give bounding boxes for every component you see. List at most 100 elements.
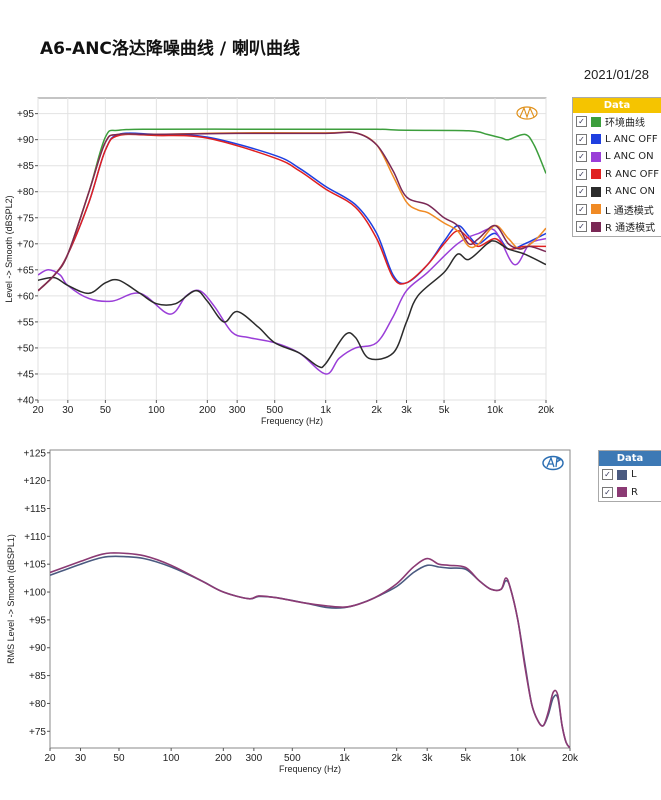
x-axis-label: Frequency (Hz) [261,416,323,426]
y-tick-label: +80 [29,699,46,710]
legend-item[interactable]: ✓ L ANC ON [573,148,661,166]
x-tick-label: 5k [439,405,451,416]
x-tick-label: 50 [100,405,112,416]
x-tick-label: 50 [113,753,125,764]
legend-title: Data [573,98,661,113]
plot-area [49,449,571,749]
y-tick-label: +70 [17,239,34,250]
legend-item[interactable]: ✓ L ANC OFF [573,131,661,149]
x-tick-label: 10k [487,405,504,416]
y-tick-label: +90 [17,135,34,146]
legend-label: R ANC ON [605,186,655,198]
ap-logo [542,455,564,471]
legend-item[interactable]: ✓ R [599,484,661,502]
legend-checkbox[interactable]: ✓ [576,186,587,198]
x-tick-label: 5k [460,753,472,764]
y-tick-label: +105 [23,560,46,571]
y-tick-label: +110 [24,532,46,543]
y-tick-label: +80 [17,187,34,198]
legend-checkbox[interactable]: ✓ [576,221,587,233]
y-tick-label: +65 [17,265,34,276]
x-tick-label: 300 [229,405,246,416]
x-tick-label: 3k [401,405,413,416]
x-tick-label: 20k [538,405,555,416]
legend-checkbox[interactable]: ✓ [576,151,587,163]
legend-swatch [591,186,601,197]
y-tick-label: +100 [23,588,46,599]
x-tick-label: 20k [562,753,579,764]
page-title: A6-ANC洛达降噪曲线 / 喇叭曲线 [40,39,300,59]
legend-label: L [631,469,637,481]
x-tick-label: 100 [148,405,165,416]
legend-anc: Data ✓ 环境曲线 ✓ L ANC OFF ✓ L ANC ON ✓ R ANC OFF ✓… [572,97,661,237]
legend-item[interactable]: ✓ R ANC ON [573,183,661,201]
legend-label: R [631,486,638,498]
legend-item[interactable]: ✓ 环境曲线 [573,113,661,131]
legend-title: Data [599,451,661,466]
series-line-7 [38,131,546,292]
y-tick-label: +85 [17,161,34,172]
x-tick-label: 300 [246,753,263,764]
x-tick-label: 1k [339,753,351,764]
y-tick-label: +95 [29,615,46,626]
series-line-2 [50,552,570,748]
y-tick-label: +75 [29,727,46,738]
legend-item[interactable]: ✓ R ANC OFF [573,166,661,184]
series-group [50,552,570,748]
x-tick-label: 30 [75,753,87,764]
x-tick-label: 500 [266,405,283,416]
x-tick-label: 1k [320,405,332,416]
x-tick-label: 200 [215,753,232,764]
legend-label: R ANC OFF [605,168,659,180]
y-tick-label: +75 [17,213,34,224]
y-tick-label: +120 [23,476,46,487]
x-tick-label: 30 [62,405,74,416]
y-tick-label: +90 [29,643,46,654]
series-group [38,128,546,375]
series-line-5 [38,240,546,369]
y-tick-label: +95 [17,109,34,120]
y-tick-label: +55 [17,317,34,328]
chart-date: 2021/01/28 [583,67,649,82]
y-tick-label: +85 [29,671,46,682]
legend-swatch [617,469,627,480]
legend-item[interactable]: ✓ R 通透模式 [573,218,661,236]
legend-checkbox[interactable]: ✓ [602,469,613,481]
legend-swatch [591,151,601,162]
y-tick-label: +50 [17,343,34,354]
legend-swatch [591,116,601,127]
legend-label: L ANC ON [605,151,654,163]
x-tick-label: 2k [391,753,403,764]
legend-speaker: Data ✓ L ✓ R [598,450,661,502]
y-tick-label: +45 [17,369,34,380]
y-tick-label: +40 [17,396,34,407]
y-tick-label: +60 [17,291,34,302]
plot-area [37,97,547,401]
dlk-logo [516,106,538,120]
legend-label: 环境曲线 [605,118,645,130]
y-tick-label: +125 [23,448,46,459]
legend-checkbox[interactable]: ✓ [576,168,587,180]
legend-label: R 通透模式 [605,223,656,235]
y-tick-label: +115 [24,504,46,515]
legend-checkbox[interactable]: ✓ [576,203,587,215]
legend-swatch [591,134,601,145]
x-tick-label: 3k [422,753,434,764]
series-line-4 [38,133,546,292]
legend-checkbox[interactable]: ✓ [576,133,587,145]
legend-label: L ANC OFF [605,133,658,145]
x-tick-label: 500 [284,753,301,764]
legend-item[interactable]: ✓ L [599,466,661,484]
chart-anc-curves: +40 +45 +50 +55 +60 +65 +70 +75 +80 +85 +90 +95 20 30… [4,97,555,426]
chart-speaker-curves: +75 +80 +85 +90 +95 +100 +105 +110 +115 +120 +125 2… [6,448,579,774]
legend-item[interactable]: ✓ L 通透模式 [573,201,661,219]
legend-checkbox[interactable]: ✓ [576,116,587,128]
x-tick-label: 10k [510,753,527,764]
x-tick-label: 200 [199,405,216,416]
x-tick-label: 20 [32,405,44,416]
x-tick-label: 100 [163,753,180,764]
x-axis-label: Frequency (Hz) [279,764,341,774]
x-tick-label: 2k [371,405,383,416]
legend-checkbox[interactable]: ✓ [602,486,613,498]
y-axis-label: Level -> Smooth (dBSPL2) [4,195,14,302]
